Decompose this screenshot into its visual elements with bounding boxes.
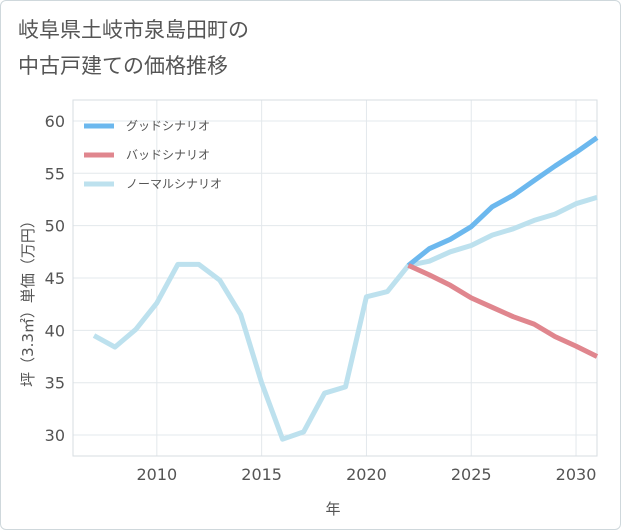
y-tick-label: 45 <box>45 269 65 288</box>
x-tick-label: 2015 <box>241 465 282 484</box>
legend-label: バッドシナリオ <box>126 148 210 162</box>
y-tick-label: 55 <box>45 164 65 183</box>
y-axis-label: 坪（3.3㎡）単価（万円） <box>19 213 37 387</box>
x-tick-label: 2010 <box>136 465 177 484</box>
title-line-2: 中古戸建ての価格推移 <box>18 54 228 78</box>
y-tick-label: 30 <box>45 426 65 445</box>
plot-border <box>72 99 598 457</box>
series-line-2 <box>92 195 598 442</box>
chart-title: 岐阜県土岐市泉島田町の 中古戸建ての価格推移 <box>18 12 578 84</box>
series-lines <box>92 135 599 442</box>
y-tick-label: 35 <box>45 374 65 393</box>
legend-label: グッドシナリオ <box>126 119 210 133</box>
y-tick-label: 40 <box>45 321 65 340</box>
x-axis-label: 年 <box>325 500 340 518</box>
title-line-1: 岐阜県土岐市泉島田町の <box>18 18 249 42</box>
x-tick-labels: 2010 2015 2020 2025 2030 <box>136 465 596 484</box>
x-tick-label: 2025 <box>451 465 492 484</box>
x-tick-label: 2030 <box>556 465 597 484</box>
series-line-1 <box>407 263 599 359</box>
y-tick-label: 50 <box>45 217 65 236</box>
series-line-0 <box>406 135 599 268</box>
grid-lines <box>73 100 597 456</box>
y-tick-labels: 30 35 40 45 50 55 60 <box>45 112 65 445</box>
y-tick-label: 60 <box>45 112 65 131</box>
x-tick-label: 2020 <box>346 465 387 484</box>
legend-label: ノーマルシナリオ <box>126 177 222 191</box>
